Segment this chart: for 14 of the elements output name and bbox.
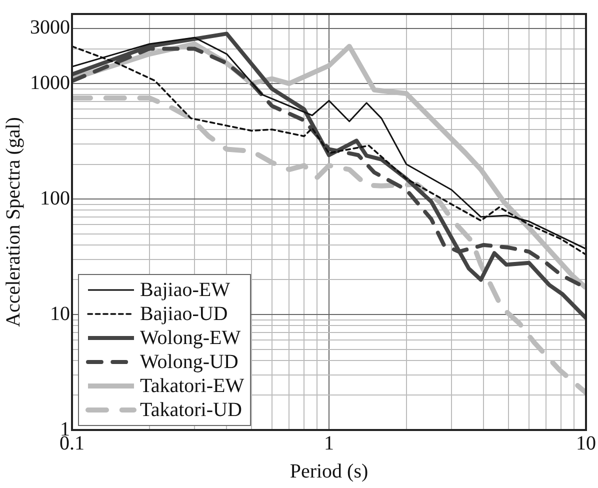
x-tick-label: 10 <box>576 432 596 454</box>
legend-label: Takatori-EW <box>140 374 244 398</box>
x-tick-label: 1 <box>324 432 334 454</box>
legend-label: Wolong-UD <box>140 350 238 374</box>
y-tick-label: 100 <box>40 187 70 210</box>
legend-label: Bajiao-UD <box>140 302 228 326</box>
y-axis-title: Acceleration Spectra (gal) <box>2 117 24 327</box>
x-axis-title: Period (s) <box>290 460 368 482</box>
legend-label: Wolong-EW <box>140 326 241 350</box>
legend-label: Bajiao-EW <box>140 278 230 302</box>
legend-label: Takatori-UD <box>140 398 242 422</box>
y-tick-label: 10 <box>50 302 70 325</box>
y-tick-label: 1000 <box>30 72 70 94</box>
y-tick-label: 3000 <box>30 16 70 39</box>
